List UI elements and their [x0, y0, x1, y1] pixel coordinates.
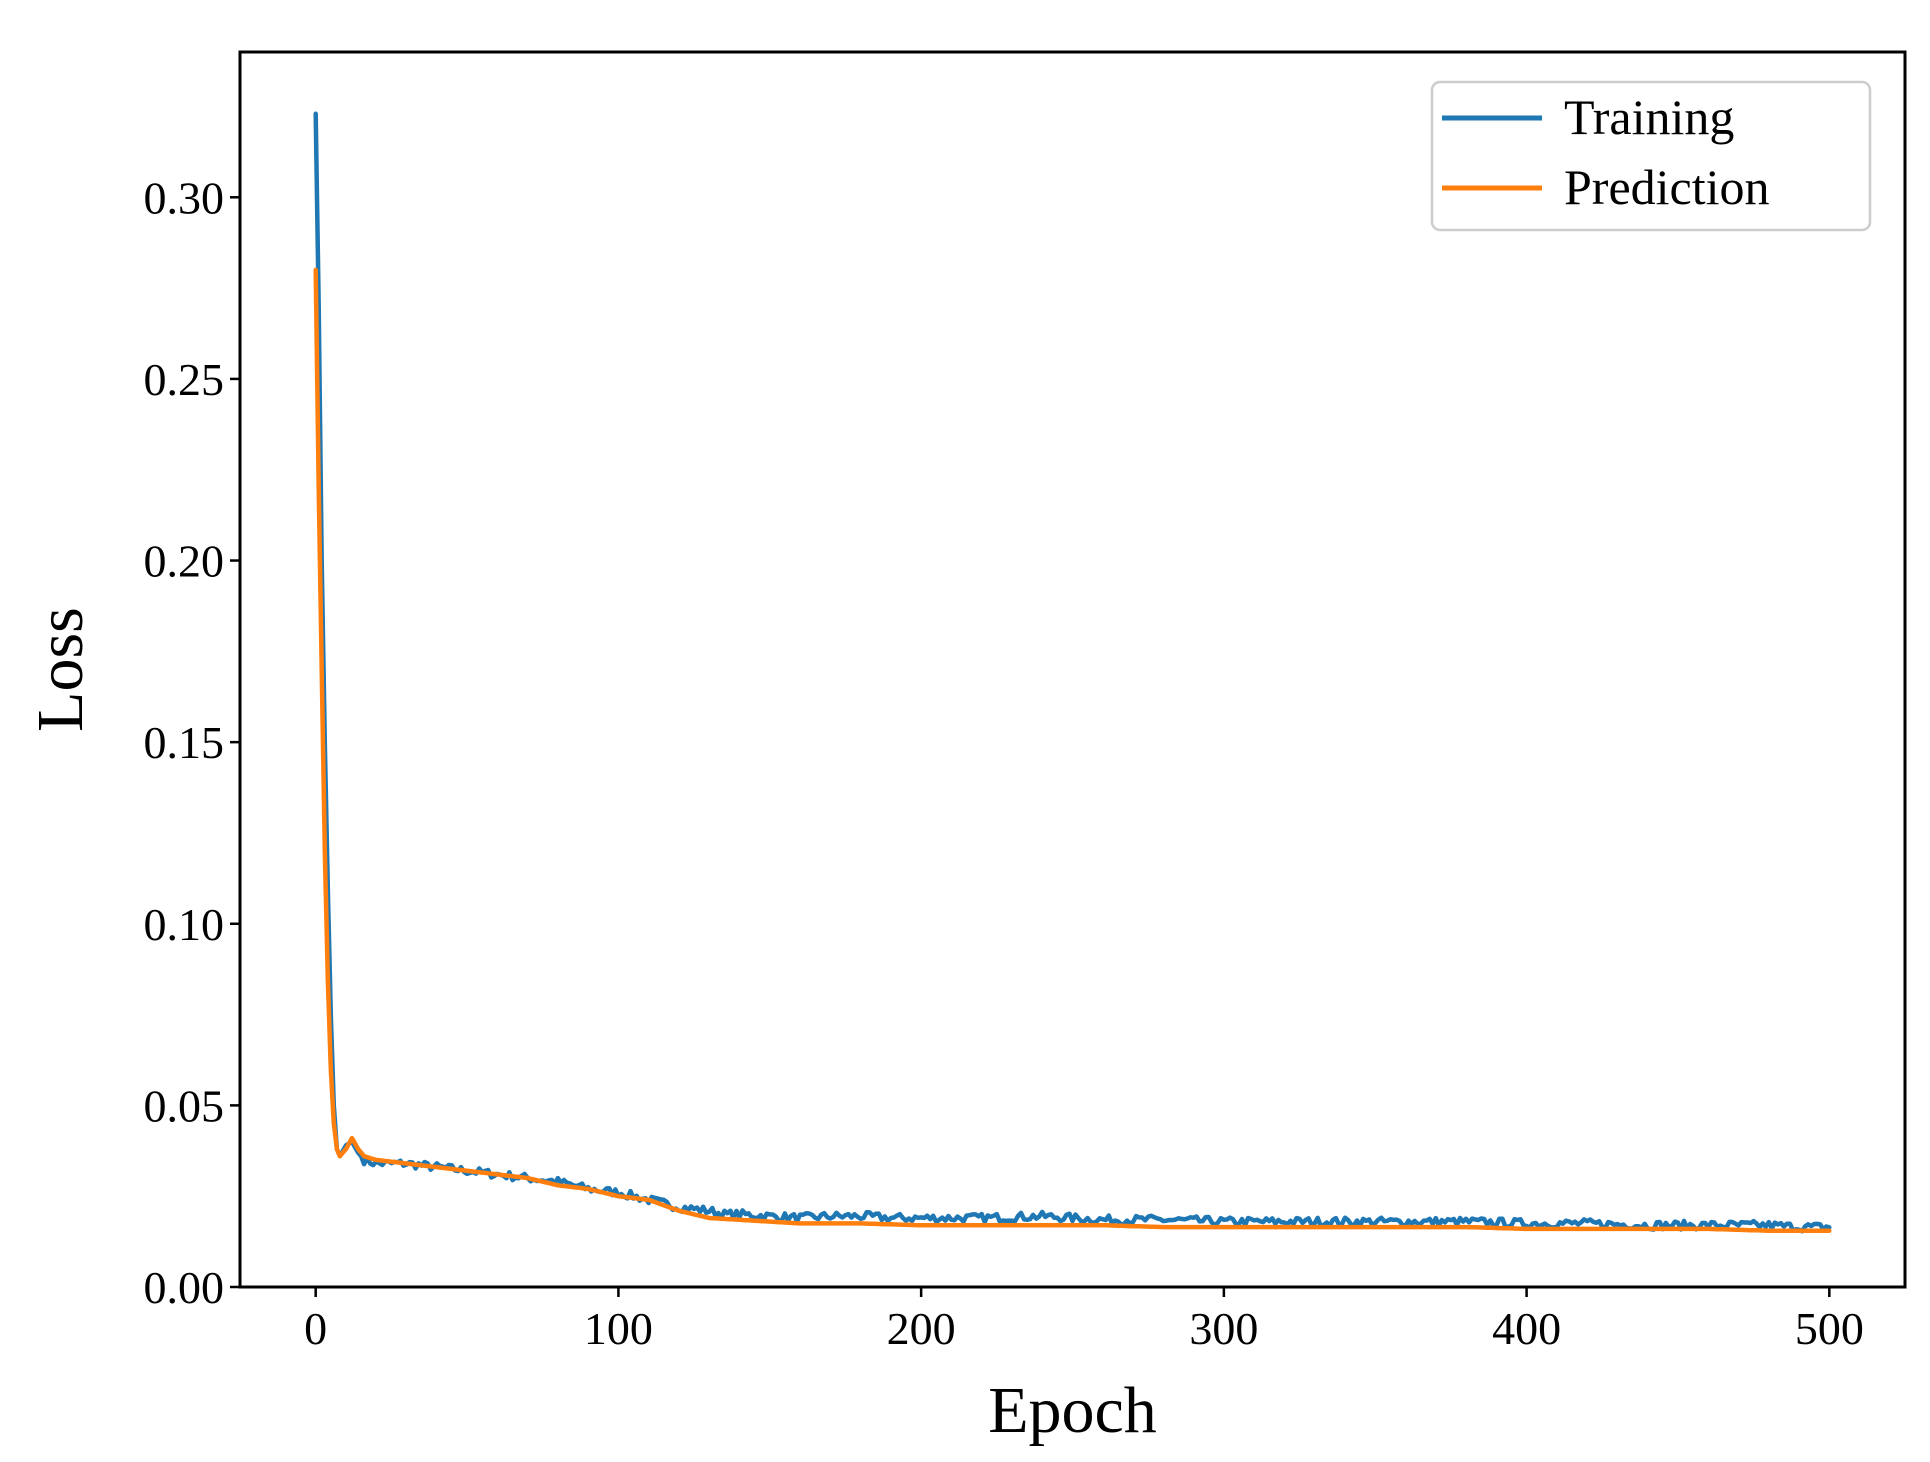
y-tick-label: 0.00 [144, 1262, 225, 1313]
y-tick-label: 0.05 [144, 1080, 225, 1131]
y-tick-label: 0.25 [144, 354, 225, 405]
x-tick-label: 0 [304, 1303, 327, 1354]
series-line-prediction [313, 267, 1832, 1233]
x-axis-title: Epoch [988, 1374, 1157, 1447]
y-tick-label: 0.30 [144, 172, 225, 223]
series-line-training [313, 111, 1832, 1234]
legend-label-prediction: Prediction [1564, 159, 1770, 215]
x-tick-label: 200 [887, 1303, 956, 1354]
legend: Training Prediction [1430, 80, 1872, 232]
y-axis-title: Loss [24, 607, 97, 732]
y-tick-label: 0.15 [144, 717, 225, 768]
x-tick-label: 100 [584, 1303, 653, 1354]
series-layer [313, 111, 1832, 1234]
plot-frame [238, 50, 1907, 1289]
y-tick-label: 0.20 [144, 536, 225, 587]
y-tick-label: 0.10 [144, 899, 225, 950]
legend-label-training: Training [1564, 89, 1734, 145]
x-tick-label: 500 [1795, 1303, 1864, 1354]
x-tick-label: 400 [1492, 1303, 1561, 1354]
x-axis: 0 100 200 300 400 500 [304, 1287, 1864, 1354]
x-tick-label: 300 [1189, 1303, 1258, 1354]
y-axis: 0.00 0.05 0.10 0.15 0.20 0.25 0.30 [144, 172, 240, 1313]
